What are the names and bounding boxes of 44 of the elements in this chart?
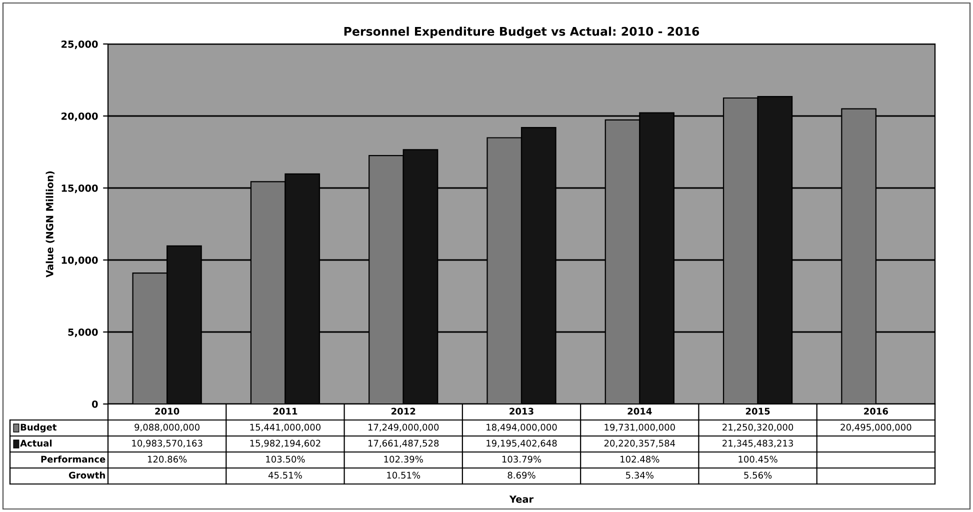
- text: 8.69%: [508, 472, 536, 479]
- text: 19,195,402,648: [486, 440, 557, 448]
- y-tick-label: 0: [92, 400, 98, 408]
- y-axis-title: Value (NGN Million): [46, 171, 54, 278]
- x-tick-label: 2016: [864, 408, 888, 415]
- text: 100.45%: [738, 456, 778, 463]
- text: 5.56%: [744, 472, 772, 479]
- x-tick-label: 2012: [392, 408, 416, 415]
- text: 20,220,357,584: [604, 440, 676, 448]
- text: 120.86%: [148, 456, 187, 463]
- x-tick-label: 2011: [273, 408, 298, 415]
- text: 15,982,194,602: [250, 440, 320, 448]
- legend-label: Actual: [20, 440, 52, 447]
- text: 21,345,483,213: [722, 440, 793, 448]
- text: Performance: [41, 456, 106, 463]
- text: 102.39%: [384, 456, 423, 463]
- text: 21,250,320,000: [722, 424, 794, 432]
- text: 20,495,000,000: [840, 424, 912, 432]
- text: 9,088,000,000: [134, 424, 200, 432]
- text: Year: [509, 496, 534, 503]
- text: Growth: [68, 472, 105, 479]
- text: 5.34%: [626, 472, 654, 479]
- x-tick-label: 2010: [155, 408, 180, 415]
- text: 10,983,570,163: [132, 440, 202, 448]
- text: 103.79%: [502, 456, 542, 463]
- x-tick-label: 2014: [628, 408, 652, 415]
- text: 102.48%: [620, 456, 660, 463]
- text: 17,249,000,000: [368, 424, 439, 432]
- y-tick-label: 10,000: [62, 256, 98, 266]
- text: 17,661,487,528: [368, 440, 439, 448]
- text: 18,494,000,000: [486, 424, 557, 432]
- text: 10.51%: [387, 472, 420, 479]
- text: 103.50%: [266, 456, 305, 463]
- legend-label: Budget: [20, 424, 57, 432]
- y-tick-label: 15,000: [62, 184, 98, 194]
- chart-title: Personnel Expenditure Budget vs Actual: 2010 - 2016: [344, 26, 700, 38]
- text: 45.51%: [268, 472, 302, 479]
- x-tick-label: 2013: [510, 408, 534, 415]
- y-tick-label: 25,000: [62, 40, 98, 50]
- text: 19,731,000,000: [604, 424, 675, 432]
- y-tick-label: 20,000: [62, 112, 98, 122]
- x-tick-label: 2015: [746, 408, 770, 415]
- text: 15,441,000,000: [250, 424, 321, 432]
- y-tick-label: 5,000: [68, 328, 98, 338]
